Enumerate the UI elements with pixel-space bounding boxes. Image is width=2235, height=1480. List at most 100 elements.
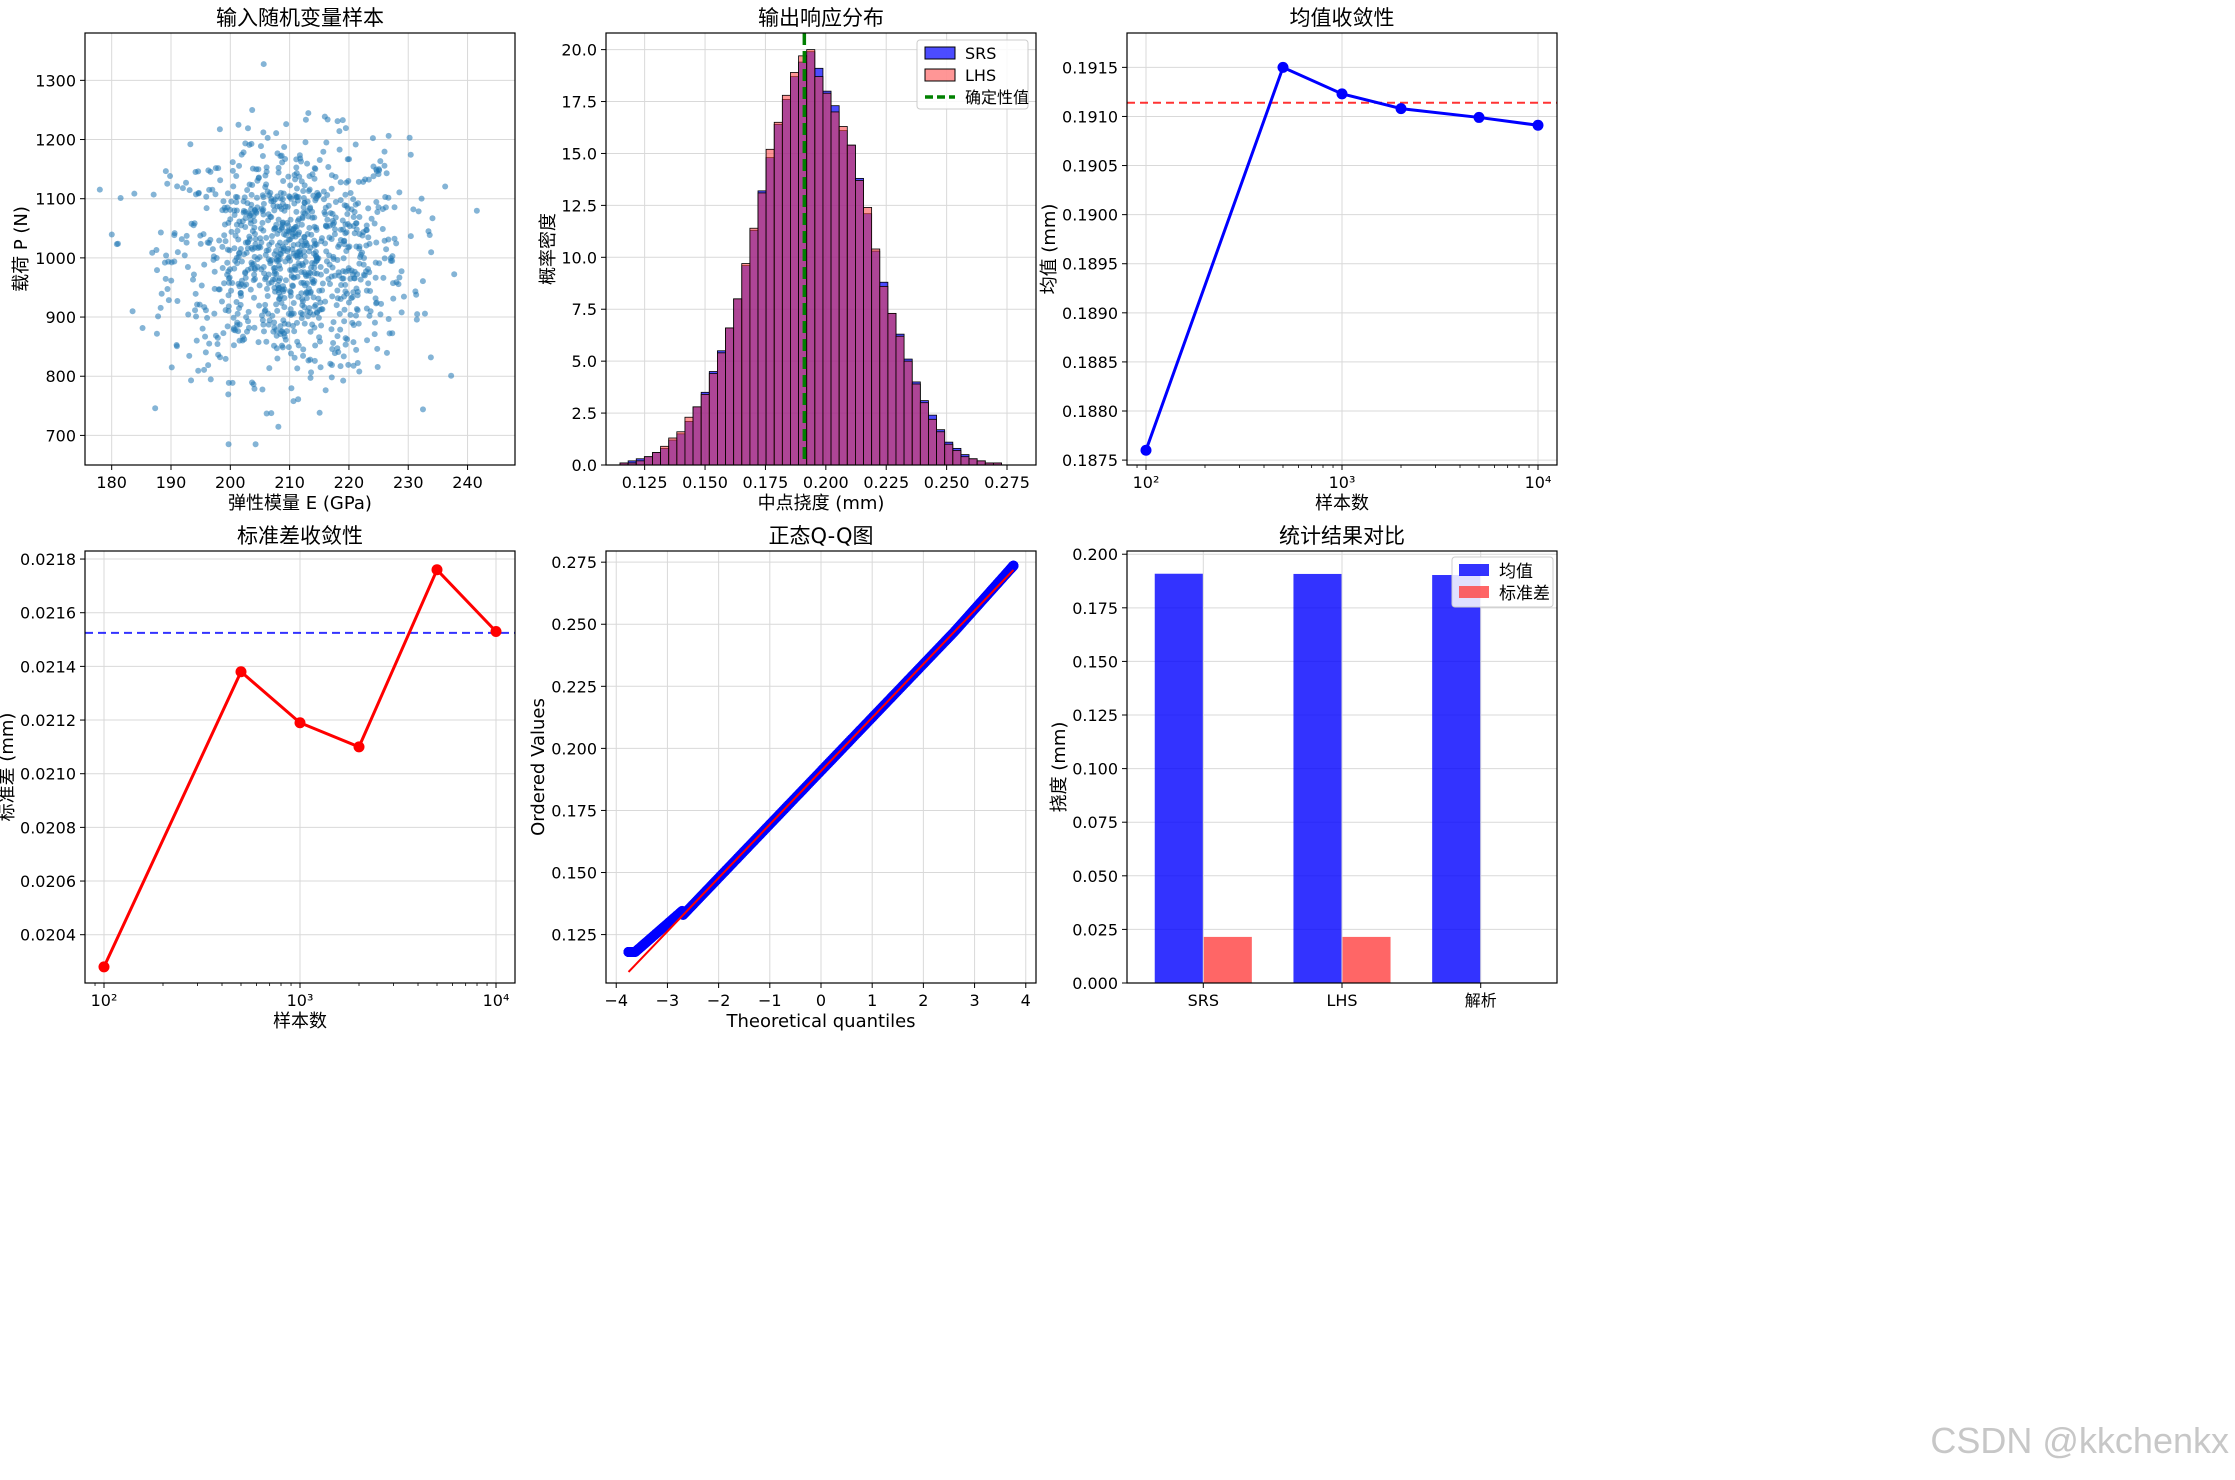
scatter-point [355, 178, 362, 185]
scatter-point [312, 342, 319, 349]
scatter-point [279, 196, 286, 203]
scatter-point [298, 290, 305, 297]
x-tick-label: 0.225 [863, 473, 909, 492]
scatter-point [328, 326, 335, 333]
scatter-point [268, 279, 275, 286]
scatter-point [294, 338, 301, 345]
scatter-point [129, 308, 136, 315]
x-tick-label: 10² [1133, 473, 1160, 492]
scatter-point [374, 345, 381, 352]
scatter-point [300, 346, 307, 353]
scatter-point [396, 189, 403, 196]
ticks: 0.000 0.025 0.050 0.075 0.100 0.125 0.150 0.175… [1072, 545, 1127, 993]
scatter-point [316, 287, 323, 294]
scatter-point [260, 321, 267, 328]
scatter-point [356, 214, 363, 221]
scatter-point [337, 197, 344, 204]
axes-frame [1126, 32, 1558, 466]
series-marker [98, 961, 110, 973]
scatter-point [293, 194, 300, 201]
scatter-point [325, 164, 332, 171]
scatter-point [117, 194, 124, 201]
scatter-point [285, 222, 292, 229]
scatter-point [275, 216, 282, 223]
series-marker [1336, 88, 1348, 100]
series-marker [1277, 61, 1289, 73]
scatter-point [270, 202, 277, 209]
scatter-point [271, 207, 278, 214]
scatter-point [363, 242, 370, 249]
scatter-point [281, 144, 288, 151]
scatter-point [427, 354, 434, 361]
scatter-point [365, 205, 372, 212]
scatter-point [337, 326, 344, 333]
scatter-point [363, 227, 370, 234]
grid [85, 551, 515, 983]
scatter-point [255, 339, 262, 346]
scatter-point [365, 280, 372, 287]
scatter-point [356, 368, 363, 375]
scatter-point [382, 204, 389, 211]
scatter-point [297, 251, 304, 258]
y-tick-label: 0.050 [1072, 867, 1118, 886]
scatter-point [329, 264, 336, 271]
scatter-point [338, 281, 345, 288]
legend-label-lhs: LHS [965, 66, 996, 85]
scatter-point [291, 328, 298, 335]
hist-bar-lhs [790, 72, 799, 465]
scatter-point [131, 190, 138, 197]
scatter-point [297, 309, 304, 316]
scatter-point [279, 159, 286, 166]
hist-bar-lhs [733, 298, 743, 465]
scatter-point [285, 173, 292, 180]
scatter-point [190, 271, 197, 278]
scatter-point [212, 165, 219, 172]
scatter-point [216, 126, 223, 133]
scatter-point [318, 322, 325, 329]
scatter-point [331, 231, 338, 238]
scatter-point [158, 290, 165, 297]
scatter-point [296, 262, 303, 269]
scatter-point [275, 423, 282, 430]
scatter-point [225, 307, 232, 314]
scatter-point [328, 172, 335, 179]
scatter-point [183, 239, 190, 246]
scatter-point [308, 264, 315, 271]
scatter-point [192, 168, 199, 175]
scatter-point [293, 208, 300, 215]
x-tick-label: 10⁴ [483, 991, 510, 1010]
scatter-point [390, 295, 397, 302]
scatter-point [210, 256, 217, 263]
scatter-point [328, 185, 335, 192]
y-tick-label: 800 [45, 367, 76, 386]
scatter-point [152, 405, 159, 412]
ticks: 180 190 200 210 220 230 240 700 800 900 1000 1100 12… [35, 71, 483, 492]
scatter-point [311, 214, 318, 221]
scatter-point [334, 118, 341, 125]
scatter-point [291, 354, 298, 361]
hist-bar-lhs [814, 76, 824, 465]
bar-std [1203, 936, 1252, 983]
scatter-point [227, 216, 234, 223]
x-axis-label: Theoretical quantiles [725, 1011, 915, 1032]
x-tick-label: 190 [156, 473, 187, 492]
scatter-point [380, 274, 387, 281]
scatter-point [249, 106, 256, 113]
hist-bar-lhs [944, 443, 954, 465]
scatter-point [271, 251, 278, 258]
scatter-point [264, 293, 271, 300]
bar-mean [1154, 573, 1204, 983]
x-tick-label: 3 [969, 991, 979, 1010]
scatter-point [226, 247, 233, 254]
scatter-point [343, 179, 350, 186]
scatter-point [352, 312, 359, 319]
scatter-point [193, 313, 200, 320]
y-tick-label: 7.5 [572, 300, 597, 319]
x-tick-label: 230 [393, 473, 424, 492]
series-marker [294, 717, 306, 729]
scatter-point [305, 213, 312, 220]
scatter-point [273, 327, 280, 334]
axes-frame [605, 32, 1037, 466]
scatter-point [238, 151, 245, 158]
bar-std [1342, 936, 1391, 983]
